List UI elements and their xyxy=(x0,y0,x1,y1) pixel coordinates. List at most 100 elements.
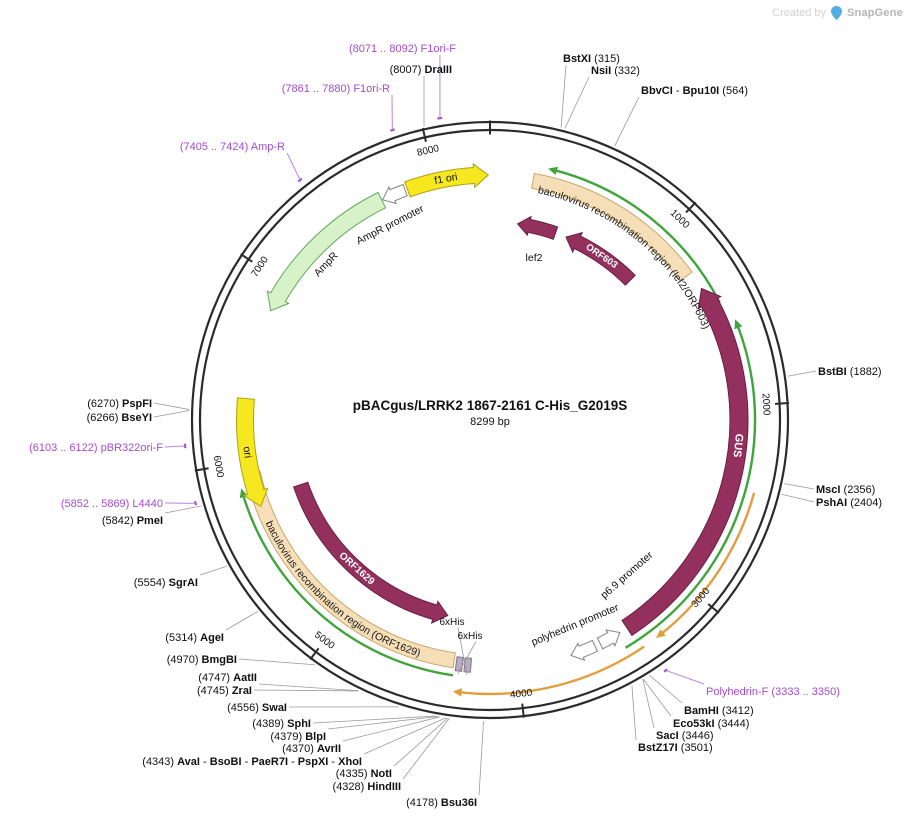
feature-his-tag-2 xyxy=(454,656,464,672)
callout-BstBI: BstBI (1882) xyxy=(818,366,882,378)
leader-AatII xyxy=(258,683,359,692)
tick-6000 xyxy=(194,467,209,472)
leader-Eco53kI xyxy=(642,678,672,717)
his-tag-1-leader xyxy=(457,627,468,676)
feature-recomb-region-orf1629 xyxy=(244,470,456,669)
green-arrow-2-head xyxy=(734,319,743,330)
feature-orf1629 xyxy=(292,481,449,625)
callout-BamHI: BamHI (3412) xyxy=(684,705,754,717)
callout-BstZ17I: BstZ17I (3501) xyxy=(638,742,713,754)
watermark-created-by: Created by xyxy=(772,7,826,19)
leader-HindIII xyxy=(402,718,450,780)
tick-label-7000: 7000 xyxy=(249,254,271,279)
tick-label-6000: 6000 xyxy=(211,455,226,479)
feature-recomb-region-lef2-orf603 xyxy=(531,172,693,282)
orange-arrow-1-head xyxy=(656,629,666,638)
callout-F1ori-R: (7861 .. 7880) F1ori-R xyxy=(282,83,390,95)
gus-label: GUS xyxy=(731,433,745,458)
primer-mark-F1ori-F xyxy=(437,116,443,120)
tick-label-8000: 8000 xyxy=(416,143,441,159)
p6-9-promoter-label: p6.9 promoter xyxy=(598,549,655,602)
feature-ampr xyxy=(266,191,387,312)
his-tag-2-label: 6xHis xyxy=(457,631,482,642)
feature-f1-ori xyxy=(404,162,490,198)
orange-arrow-2 xyxy=(459,645,645,696)
plasmid-title-block: pBACgus/LRRK2 1867-2161 C-His_G2019S 829… xyxy=(353,398,628,428)
callout-DraIII: (8007) DraIII xyxy=(390,64,452,76)
callout-BbvCI-Bpu10I: BbvCI - Bpu10I (564) xyxy=(641,85,748,97)
callout-SacI: SacI (3446) xyxy=(656,730,714,742)
callout-SwaI: (4556) SwaI xyxy=(227,702,287,714)
tick-3000 xyxy=(707,603,720,614)
leader-AgeI xyxy=(225,611,258,631)
callout-ZraI: (4745) ZraI xyxy=(197,685,252,697)
tick-label-5000: 5000 xyxy=(312,630,337,652)
green-arrow-2 xyxy=(624,325,757,649)
his-tag-1-label: 6xHis xyxy=(439,617,464,628)
callout-L4440: (5852 .. 5869) L4440 xyxy=(61,498,163,510)
green-arrow-1 xyxy=(554,169,721,304)
callout-BmgBI: (4970) BmgBI xyxy=(167,654,237,666)
callout-Amp-R: (7405 .. 7424) Amp-R xyxy=(180,141,285,153)
callout-MscI: MscI (2356) xyxy=(816,484,875,496)
leader-NotI xyxy=(393,717,449,767)
leader-BstZ17I xyxy=(631,685,637,741)
plasmid-length: 8299 bp xyxy=(470,416,510,428)
leader-BstXI xyxy=(560,64,567,128)
leader-AvaI-BsoBI-PaeR7I-PspXI-XhoI xyxy=(363,717,447,755)
leader-PspFI xyxy=(153,402,190,410)
leader-Bsu36I xyxy=(478,720,484,796)
callout-Eco53kI: Eco53kI (3444) xyxy=(673,718,749,730)
callout-pBR322ori-F: (6103 .. 6122) pBR322ori-F xyxy=(29,442,163,454)
leader-MscI xyxy=(784,483,815,490)
callout-Bsu36I: (4178) Bsu36I xyxy=(406,797,477,809)
watermark-brand: SnapGene xyxy=(846,7,903,19)
feature-polyhedrin-promoter xyxy=(570,639,599,661)
primer-mark-Amp-R xyxy=(297,177,303,183)
leader-PshAI xyxy=(781,493,815,503)
feature-ori xyxy=(236,397,269,508)
orf1629-label: ORF1629 xyxy=(337,550,377,587)
feature-ampr-promoter xyxy=(381,183,408,205)
callout-AatII: (4747) AatII xyxy=(198,672,257,684)
lef2-label: lef2 xyxy=(526,252,543,264)
leader-ZraI xyxy=(253,689,359,692)
callout-SgrAI: (5554) SgrAI xyxy=(134,577,198,589)
callout-Polyhedrin-F: Polyhedrin-F (3333 .. 3350) xyxy=(706,686,840,698)
callout-AgeI: (5314) AgeI xyxy=(165,632,224,644)
f1-ori-label: f1 ori xyxy=(433,171,458,187)
leader-AvrII xyxy=(342,716,441,742)
orange-arrow-2-head xyxy=(452,688,462,697)
callout-SphI: (4389) SphI xyxy=(252,718,311,730)
orange-arrow-1 xyxy=(660,492,756,635)
leader-pBR322ori-F xyxy=(164,445,186,448)
tick-8000 xyxy=(421,127,427,143)
leader-NsiI xyxy=(564,76,590,129)
feature-p6-9-promoter xyxy=(596,629,621,650)
callout-PshAI: PshAI (2404) xyxy=(816,497,882,509)
tick-5000 xyxy=(309,647,320,661)
tick-7000 xyxy=(240,253,253,263)
leader-PmeI xyxy=(164,505,202,514)
feature-orf603 xyxy=(565,231,636,286)
callout-NotI: (4335) NotI xyxy=(336,768,392,780)
callout-BseYI: (6266) BseYI xyxy=(87,412,152,424)
tick-4000 xyxy=(521,703,525,718)
callout-AvrII: (4370) AvrII xyxy=(282,743,341,755)
primer-mark-Polyhedrin-F xyxy=(663,668,668,673)
leader-SacI xyxy=(642,679,655,729)
tick-1000 xyxy=(685,201,697,214)
leader-BlpI xyxy=(327,716,439,730)
snapgene-logo-icon xyxy=(830,6,842,20)
callout-AvaI-BsoBI-PaeR7I-PspXI-XhoI: (4343) AvaI - BsoBI - PaeR7I - PspXI - X… xyxy=(142,756,362,768)
leader-Polyhedrin-F xyxy=(665,669,705,685)
leader-BseYI xyxy=(153,410,190,418)
callout-HindIII: (4328) HindIII xyxy=(333,781,401,793)
his-tag-2-leader xyxy=(457,641,477,675)
callout-PmeI: (5842) PmeI xyxy=(102,515,163,527)
tick-label-2000: 2000 xyxy=(759,393,771,416)
callout-NsiI: NsiI (332) xyxy=(591,65,640,77)
leader-SphI xyxy=(312,715,436,724)
